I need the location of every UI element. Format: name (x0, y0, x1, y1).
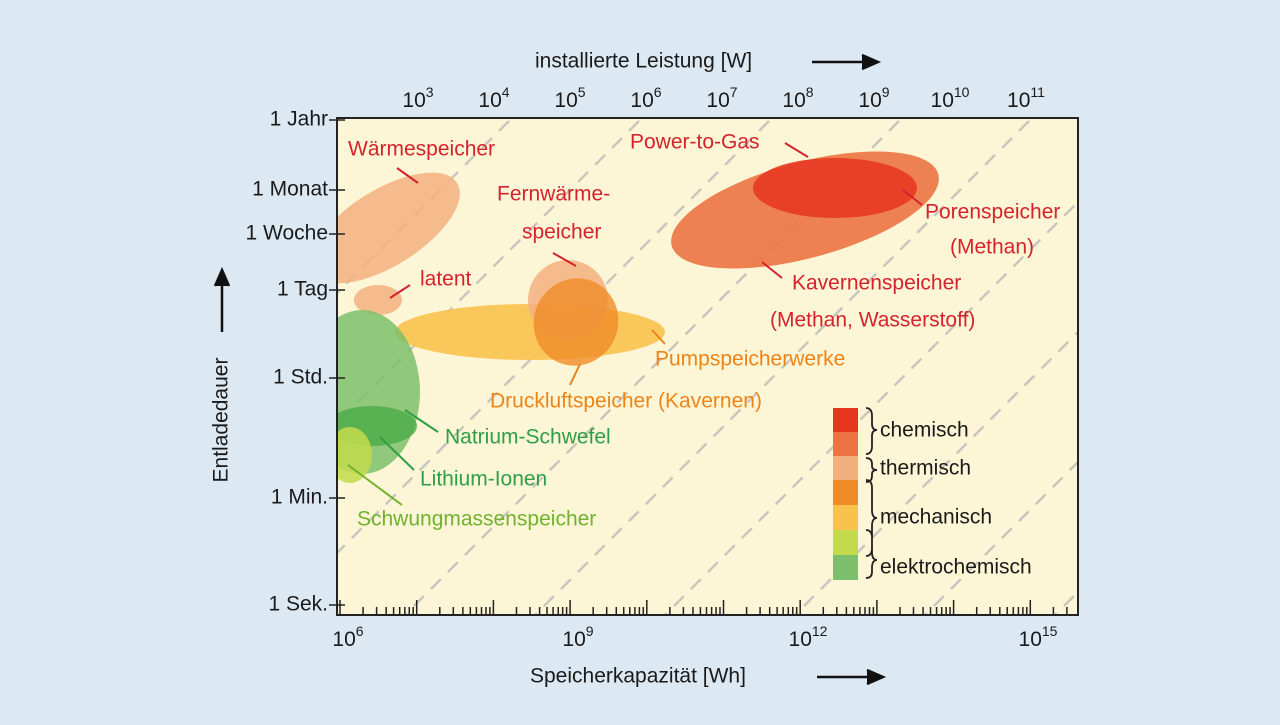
power-line (1160, 80, 1280, 640)
label: Pumpspeicherwerke (655, 348, 845, 371)
tick-base: 10 (562, 628, 585, 651)
tick-exp: 10 (954, 84, 970, 100)
label: (Methan) (950, 236, 1034, 259)
power-line (663, 200, 1078, 615)
top-tick-label: 1010 (931, 84, 970, 112)
tick-base: 10 (1019, 628, 1042, 651)
top-tick-label: 107 (706, 84, 737, 112)
tick-base: 10 (931, 89, 954, 112)
top-tick-label: 105 (554, 84, 585, 112)
label: speicher (522, 221, 601, 244)
power-line (533, 118, 1034, 615)
legend-label: mechanisch (880, 506, 992, 529)
label: Druckluftspeicher (Kavernen) (490, 390, 762, 413)
region (337, 172, 460, 284)
power-line (337, 118, 514, 295)
tick-exp: 9 (882, 84, 890, 100)
tick-base: 10 (332, 628, 355, 651)
tick-exp: 6 (356, 623, 364, 639)
tick-base: 10 (858, 89, 881, 112)
leaders (379, 409, 439, 471)
tick-base: 10 (782, 89, 805, 112)
left-tick-label: 1 Monat (252, 178, 328, 201)
left-tick-label: 1 Tag (277, 278, 328, 301)
top-tick-label: 103 (402, 84, 433, 112)
tick-exp: 3 (426, 84, 434, 100)
plot-frame (336, 117, 1079, 616)
tick-exp: 6 (654, 84, 662, 100)
top-tick-label: 108 (782, 84, 813, 112)
left-axis-title: Entladedauer (210, 358, 233, 483)
label: Schwungmassenspeicher (357, 508, 596, 531)
left-tick-label: 1 Min. (271, 486, 328, 509)
bottom-tick-label: 1012 (789, 623, 828, 651)
bottom-tick-label: 106 (332, 623, 363, 651)
region (354, 285, 402, 315)
left-tick-label: 1 Std. (273, 366, 328, 389)
legend-label: chemisch (880, 419, 969, 442)
top-tick-label: 104 (478, 84, 509, 112)
legend-label: thermisch (880, 457, 971, 480)
label: Fernwärme- (497, 183, 610, 206)
tick-base: 10 (402, 89, 425, 112)
power-line (793, 330, 1078, 615)
region (753, 158, 917, 218)
arrow (812, 53, 882, 71)
label: (Methan, Wasserstoff) (770, 309, 975, 332)
bottom-tick-label: 109 (562, 623, 593, 651)
tick-base: 10 (478, 89, 501, 112)
top-tick-label: 109 (858, 84, 889, 112)
minor-ticks (329, 119, 1068, 615)
legend-label: elektrochemisch (880, 556, 1032, 579)
label: Porenspeicher (925, 201, 1060, 224)
region (533, 278, 619, 366)
top-tick-label: 1011 (1007, 84, 1045, 112)
bottom-axis-title: Speicherkapazität [Wh] (530, 665, 746, 688)
tick-base: 10 (1007, 89, 1030, 112)
tick-exp: 15 (1042, 623, 1058, 639)
tick-exp: 9 (586, 623, 594, 639)
legend: chemisch thermisch mechanisch elektroche… (833, 407, 1032, 580)
arrow (817, 668, 887, 686)
label: Wärmespeicher (348, 138, 495, 161)
region (337, 427, 372, 483)
label: Power-to-Gas (630, 131, 760, 154)
label: Kavernenspeicher (792, 272, 961, 295)
left-tick-label: 1 Woche (246, 222, 329, 245)
tick-exp: 5 (578, 84, 586, 100)
leaders (389, 142, 923, 299)
tick-base: 10 (554, 89, 577, 112)
tick-base: 10 (630, 89, 653, 112)
label: latent (420, 268, 472, 291)
leader (347, 464, 403, 506)
left-tick-label: 1 Sek. (268, 593, 328, 616)
tick-exp: 11 (1030, 84, 1045, 100)
tick-exp: 7 (730, 84, 738, 100)
label: Lithium-Ionen (420, 468, 547, 491)
power-line (923, 460, 1078, 615)
tick-exp: 8 (806, 84, 814, 100)
label: Natrium-Schwefel (445, 426, 611, 449)
tick-base: 10 (706, 89, 729, 112)
top-axis-title: installierte Leistung [W] (535, 50, 752, 73)
bottom-tick-label: 1015 (1019, 623, 1058, 651)
arrow (213, 266, 231, 332)
tick-exp: 12 (812, 623, 828, 639)
regions (337, 151, 939, 483)
leaders (569, 329, 666, 386)
tick-base: 10 (789, 628, 812, 651)
top-tick-label: 106 (630, 84, 661, 112)
left-tick-label: 1 Jahr (270, 108, 328, 131)
tick-exp: 4 (502, 84, 510, 100)
